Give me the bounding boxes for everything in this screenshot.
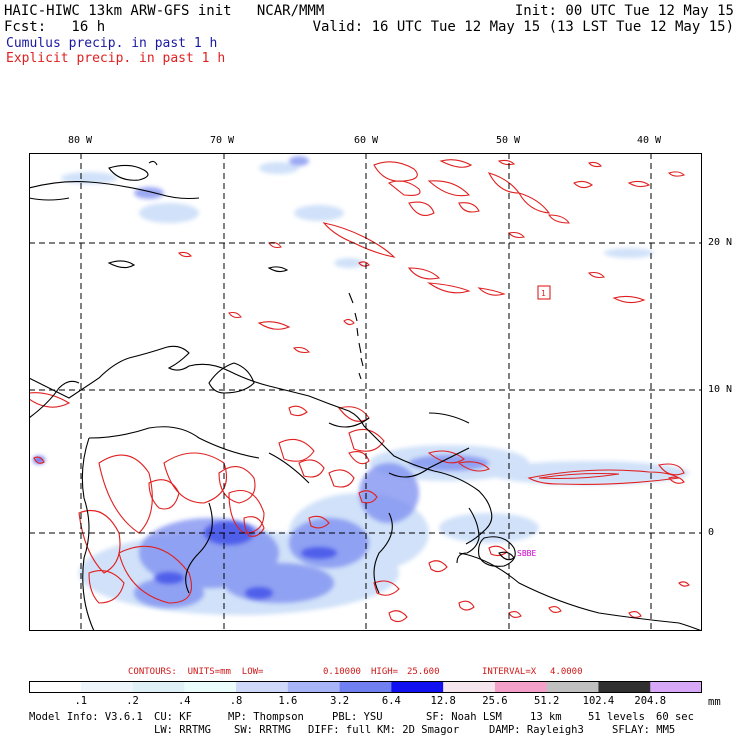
map-frame <box>29 153 702 631</box>
colorbar-frame <box>29 681 702 693</box>
lon-label-60w: 60 W <box>354 135 379 146</box>
colorbar-swatch <box>391 681 444 693</box>
contours-high-label: HIGH= <box>371 667 399 677</box>
colorbar-tick-label: .1 <box>74 695 88 707</box>
colorbar-tick-label: 25.6 <box>482 695 508 707</box>
place-label-sbbe: SBBE <box>517 549 536 558</box>
colorbar-tick-label: 51.2 <box>534 695 560 707</box>
header-init-time: Init: 00 UTC Tue 12 May 15 <box>514 3 734 19</box>
colorbar-tick-label: 102.4 <box>582 695 615 707</box>
lat-label-0: 0 <box>708 527 715 538</box>
colorbar-swatch <box>443 681 496 693</box>
footer-sf: SF: Noah LSM <box>426 711 502 723</box>
colorbar-swatch <box>650 681 702 693</box>
lat-label-10n: 10 N <box>708 384 733 395</box>
lat-label-20n: 20 N <box>708 237 733 248</box>
colorbar-unit: mm <box>708 696 721 708</box>
colorbar-tick-label: .8 <box>229 695 243 707</box>
header-valid-time: Valid: 16 UTC Tue 12 May 15 (13 LST Tue … <box>312 19 734 35</box>
contours-high: 25.600 <box>407 667 440 677</box>
lon-label-70w: 70 W <box>210 135 235 146</box>
contours-interval: 4.0000 <box>550 667 583 677</box>
colorbar-tick-label: 6.4 <box>381 695 401 707</box>
colorbar-tick-label: .4 <box>177 695 191 707</box>
footer-mp: MP: Thompson <box>228 711 304 723</box>
footer-lw: LW: RRTMG <box>154 724 211 736</box>
coastlines <box>29 160 702 631</box>
contours-low: 0.10000 <box>323 667 361 677</box>
footer-model-info: Model Info: V3.6.1 <box>29 711 143 723</box>
colorbar-swatch <box>494 681 548 693</box>
footer-sflay: SFLAY: MM5 <box>612 724 676 736</box>
colorbar-swatch <box>184 681 237 693</box>
colorbar-swatch <box>236 681 289 693</box>
colorbar-swatch <box>80 681 134 693</box>
legend-explicit: Explicit precip. in past 1 h <box>6 51 226 66</box>
colorbar-swatch <box>546 681 599 693</box>
colorbar-tick-label: 12.8 <box>430 695 456 707</box>
lon-label-80w: 80 W <box>68 135 93 146</box>
footer-diff: DIFF: full <box>308 724 372 736</box>
colorbar-swatch <box>339 681 392 693</box>
colorbar-swatch <box>287 681 341 693</box>
footer-levels: 51 levels <box>588 711 645 723</box>
cumulus-precip-field <box>33 156 689 615</box>
colorbar-tick-label: .2 <box>126 695 139 707</box>
box-label: 1 <box>541 289 546 298</box>
precip-map: SBBE 1 <box>29 153 702 631</box>
colorbar-swatch <box>598 681 651 693</box>
legend-cumulus: Cumulus precip. in past 1 h <box>6 36 218 51</box>
colorbar-tick-label: 3.2 <box>330 695 350 707</box>
footer-damp: DAMP: Rayleigh3 <box>489 724 584 736</box>
place-labels: SBBE <box>517 549 536 558</box>
colorbar-tick-label: 204.8 <box>634 695 667 707</box>
footer-sw: SW: RRTMG <box>234 724 291 736</box>
precip-colorbar <box>29 681 702 693</box>
header-forecast-hour: Fcst: 16 h <box>4 19 106 35</box>
lon-label-40w: 40 W <box>637 135 662 146</box>
colorbar-tick-label: 1.6 <box>278 695 298 707</box>
footer-pbl: PBL: YSU <box>332 711 383 723</box>
footer-cu: CU: KF <box>154 711 192 723</box>
colorbar-swatch <box>132 681 185 693</box>
contours-interval-label: INTERVAL=X <box>482 667 537 677</box>
footer-km: KM: 2D Smagor <box>377 724 460 736</box>
latlon-grid <box>29 153 702 631</box>
lon-label-50w: 50 W <box>496 135 521 146</box>
colorbar-tick-labels: .1 .2 .4 .8 1.6 3.2 6.4 12.8 25.6 51.2 102.4 204.8 <box>29 696 702 708</box>
colorbar-swatch <box>29 681 82 693</box>
footer-resolution: 13 km <box>530 711 562 723</box>
contours-prefix: CONTOURS: UNITS=mm LOW= <box>128 667 264 677</box>
footer-timestep: 60 sec <box>656 711 694 723</box>
header-title: HAIC-HIWC 13km ARW-GFS init NCAR/MMM <box>4 3 325 19</box>
